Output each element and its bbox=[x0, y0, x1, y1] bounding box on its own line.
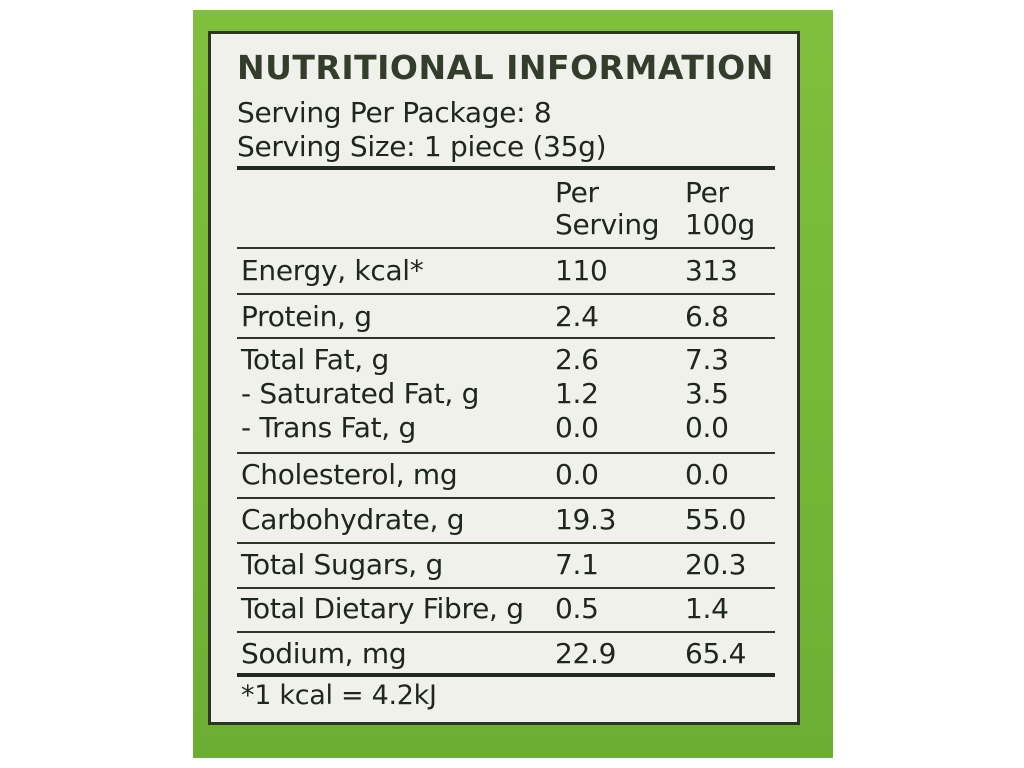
per-serving-value: 0.0 bbox=[555, 458, 599, 491]
per-serving-value: 1.2 bbox=[555, 377, 599, 410]
row-divider bbox=[237, 587, 775, 589]
column-header-per-serving-line1: Per bbox=[555, 176, 599, 209]
per-100g-value: 20.3 bbox=[685, 548, 747, 581]
nutrient-name: Energy, kcal* bbox=[241, 254, 424, 287]
servings-per-package: Serving Per Package: 8 bbox=[237, 96, 552, 129]
nutrient-name: Total Dietary Fibre, g bbox=[241, 592, 524, 625]
row-divider bbox=[237, 542, 775, 544]
per-100g-value: 313 bbox=[685, 254, 738, 287]
per-100g-value: 55.0 bbox=[685, 503, 747, 536]
row-divider bbox=[237, 452, 775, 454]
per-serving-value: 0.0 bbox=[555, 411, 599, 444]
column-header-per-100g: Per 100g bbox=[685, 177, 755, 241]
row-divider bbox=[237, 247, 775, 249]
per-serving-value: 19.3 bbox=[555, 503, 617, 536]
header-divider bbox=[237, 166, 775, 170]
serving-size: Serving Size: 1 piece (35g) bbox=[237, 130, 607, 163]
per-100g-value: 7.3 bbox=[685, 343, 729, 376]
nutrient-name: Sodium, mg bbox=[241, 637, 407, 670]
per-serving-value: 110 bbox=[555, 254, 608, 287]
per-100g-value: 3.5 bbox=[685, 377, 729, 410]
per-100g-value: 0.0 bbox=[685, 458, 729, 491]
row-divider bbox=[237, 631, 775, 633]
column-header-per-100g-line2: 100g bbox=[685, 208, 756, 241]
nutrient-name: - Trans Fat, g bbox=[241, 411, 416, 444]
per-100g-value: 0.0 bbox=[685, 411, 729, 444]
per-serving-value: 2.4 bbox=[555, 300, 599, 333]
label-title: NUTRITIONAL INFORMATION bbox=[237, 48, 774, 87]
per-serving-value: 7.1 bbox=[555, 548, 599, 581]
per-serving-value: 2.6 bbox=[555, 343, 599, 376]
row-divider bbox=[237, 293, 775, 295]
column-header-per-100g-line1: Per bbox=[685, 176, 729, 209]
nutrient-name: Carbohydrate, g bbox=[241, 503, 465, 536]
per-serving-value: 0.5 bbox=[555, 592, 599, 625]
per-100g-value: 6.8 bbox=[685, 300, 729, 333]
nutrient-name: Total Sugars, g bbox=[241, 548, 443, 581]
nutrient-name: Cholesterol, mg bbox=[241, 458, 458, 491]
footer-divider bbox=[237, 673, 775, 677]
row-divider bbox=[237, 337, 775, 339]
per-100g-value: 1.4 bbox=[685, 592, 729, 625]
per-100g-value: 65.4 bbox=[685, 637, 747, 670]
nutrient-name: Total Fat, g bbox=[241, 343, 389, 376]
nutrition-label: NUTRITIONAL INFORMATION Serving Per Pack… bbox=[208, 31, 800, 725]
per-serving-value: 22.9 bbox=[555, 637, 617, 670]
nutrient-name: Protein, g bbox=[241, 300, 372, 333]
energy-footnote: *1 kcal = 4.2kJ bbox=[241, 680, 437, 711]
column-header-per-serving-line2: Serving bbox=[555, 208, 660, 241]
column-header-per-serving: Per Serving bbox=[555, 176, 660, 241]
nutrient-name: - Saturated Fat, g bbox=[241, 377, 480, 410]
row-divider bbox=[237, 497, 775, 499]
